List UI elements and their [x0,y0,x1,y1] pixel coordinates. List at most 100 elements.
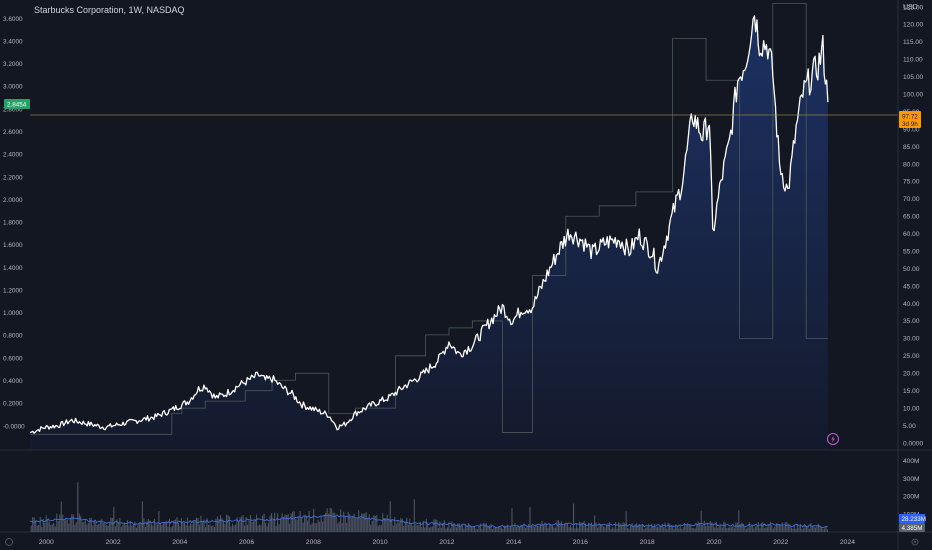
left-tick-label: 2.0000 [3,197,23,204]
volume-bar [186,517,189,532]
price-tick-label: 105.00 [903,74,924,81]
volume-bar [120,526,122,532]
volume-bar [356,517,358,532]
volume-bar [793,525,795,532]
volume-bar [51,524,53,532]
price-tick-label: 55.00 [903,249,920,256]
volume-bar [554,527,557,532]
volume-bar [305,515,307,532]
time-tick-label: 2002 [106,539,121,546]
volume-bar [448,522,450,532]
volume-bar [263,513,265,532]
volume-bar [188,525,190,532]
volume-bar [80,516,82,532]
time-tick-label: 2012 [439,539,454,546]
volume-bar [353,513,355,532]
volume-bar [775,523,777,532]
timezone-icon[interactable] [5,538,13,546]
volume-bar [729,527,731,532]
volume-bar [74,524,76,532]
volume-bar [400,517,402,532]
volume-bar [745,528,747,532]
volume-bar [210,526,213,532]
volume-bar [41,526,43,532]
volume-bar [822,529,824,532]
price-tick-label: 50.00 [903,266,920,273]
volume-bar [153,518,155,532]
volume-bar [335,516,337,532]
volume-bar [218,518,220,532]
volume-bar [167,526,169,532]
volume-bar [544,522,546,532]
volume-bar [446,527,448,532]
volume-bar [56,513,58,532]
volume-bar [720,525,722,532]
volume-bar [664,522,666,532]
price-tick-label: 60.00 [903,231,920,238]
volume-bar [508,527,510,532]
volume-bar [723,521,725,532]
volume-bar [592,525,594,532]
volume-bar [143,518,145,532]
volume-bar [594,515,596,532]
volume-bar [189,523,192,532]
volume-bar [496,527,498,532]
volume-bar [703,520,705,532]
volume-bar [604,527,606,532]
volume-bar [301,517,303,532]
volume-bar [591,522,593,532]
volume-bar [655,527,657,532]
left-tick-label: 0.4000 [3,378,23,385]
volume-bar [461,525,463,532]
volume-bar [506,524,508,532]
volume-bar [233,525,235,532]
volume-bar [738,510,740,532]
price-path [29,15,829,434]
volume-bar [648,523,650,532]
volume-bar [176,517,178,532]
volume-bar [191,524,193,532]
volume-bar [566,522,569,532]
volume-bar [640,525,642,532]
volume-bar [753,528,755,532]
volume-bar [452,524,454,532]
volume-bar [81,521,83,532]
volume-bar [515,526,518,532]
volume-bar [355,517,357,532]
volume-bar [47,520,49,532]
volume-bar [341,523,343,532]
volume-bar [107,525,109,532]
volume-bar [207,524,210,532]
volume-bar [36,525,38,532]
volume-bar [161,525,163,532]
volume-bar [177,522,179,532]
volume-bar [600,523,602,532]
volume-bar [744,526,746,532]
settings-icon[interactable] [911,538,919,546]
time-axis[interactable]: 2000 2002 2004 2006 2008 2010 2012 2014 2016 2018… [39,539,856,546]
volume-bar [454,524,456,532]
right-price-axis[interactable]: 125.00120.00115.00110.00105.00100.0095.0… [903,4,924,447]
volume-bar [494,527,496,532]
time-tick-label: 2010 [373,539,388,546]
left-tick-label: 2.2000 [3,174,23,181]
volume-bar [87,522,89,532]
left-value-badge: 2.8454 [4,99,30,109]
price-tick-label: 30.00 [903,336,920,343]
volume-bar [48,522,50,532]
volume-bar [690,524,692,532]
volume-bar [412,525,414,532]
volume-bar [323,514,325,532]
time-tick-label: 2008 [306,539,321,546]
volume-bar [512,527,515,532]
volume-bar [562,525,564,532]
volume-bar [231,523,234,532]
volume-bar [514,523,516,532]
volume-bar [652,526,654,532]
volume-bar [234,524,237,532]
volume-bar [144,526,146,532]
volume-bar [313,508,315,532]
bolt-icon[interactable] [827,433,839,445]
volume-bar [443,520,445,532]
